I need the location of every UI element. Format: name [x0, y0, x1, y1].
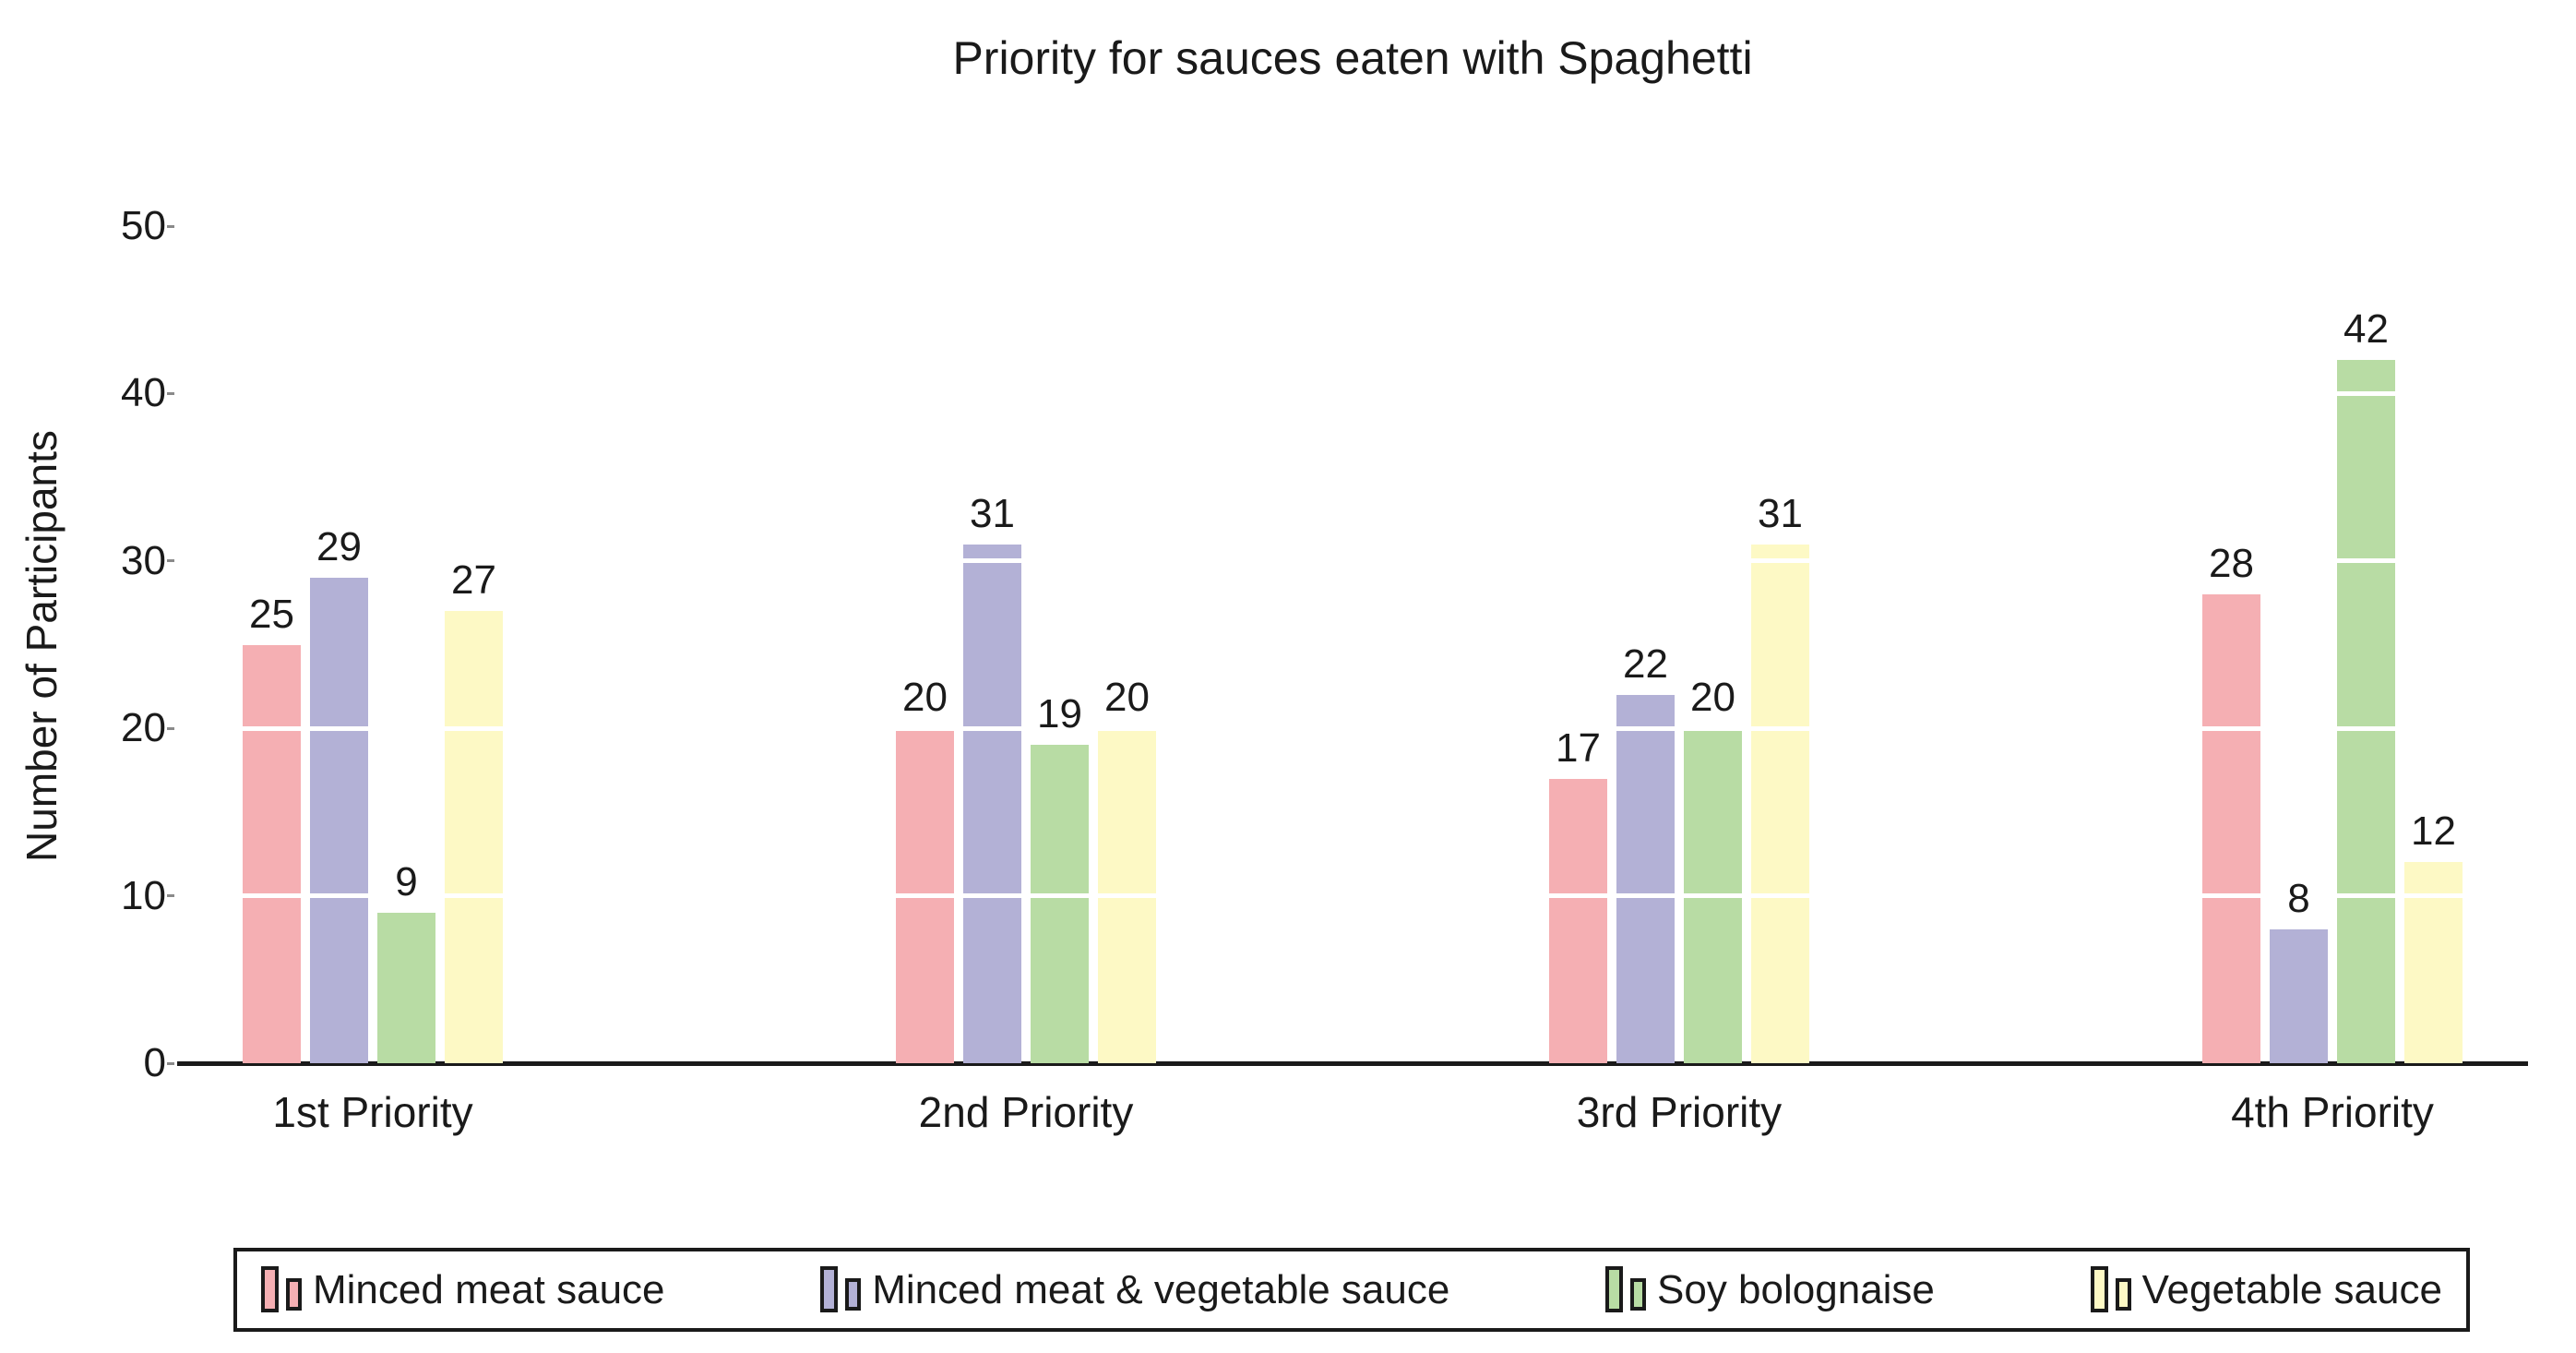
x-tick-label: 3rd Priority: [1576, 1088, 1783, 1136]
y-tick-mark: [167, 559, 174, 563]
y-tick-label: 30: [121, 537, 166, 583]
gridline: [177, 725, 2528, 731]
bar: [445, 611, 503, 1063]
x-axis-line: [177, 1061, 2528, 1066]
y-tick-label: 50: [121, 203, 166, 248]
bar-value-label: 12: [2411, 808, 2456, 855]
bar: [1031, 745, 1089, 1063]
gridline: [177, 390, 2528, 396]
legend-label: Soy bolognaise: [1657, 1266, 1935, 1312]
x-tick-label: 4th Priority: [2231, 1088, 2434, 1136]
legend-item: Soy bolognaise: [1605, 1265, 1935, 1314]
y-tick-mark: [167, 726, 174, 730]
chart-legend: Minced meat sauce Minced meat & vegetable…: [233, 1248, 2470, 1332]
y-tick-label: 10: [121, 872, 166, 918]
x-tick-label: 1st Priority: [272, 1088, 473, 1136]
legend-label: Vegetable sauce: [2141, 1266, 2442, 1312]
bar: [1549, 778, 1607, 1063]
y-tick-label: 40: [121, 370, 166, 416]
bar-value-label: 19: [1037, 691, 1082, 737]
bar-value-label: 42: [2343, 306, 2389, 353]
bar-value-label: 25: [249, 591, 294, 637]
bar: [377, 912, 435, 1063]
legend-bars-icon: [2090, 1265, 2131, 1312]
legend-item: Vegetable sauce: [2090, 1265, 2442, 1314]
bar: [310, 577, 368, 1063]
bar-value-label: 20: [1690, 675, 1735, 721]
bar-value-label: 20: [1104, 675, 1150, 721]
y-tick-mark: [167, 224, 174, 228]
bar: [1616, 694, 1675, 1063]
legend-item: Minced meat sauce: [261, 1265, 665, 1314]
y-tick-mark: [167, 1061, 174, 1065]
gridline: [177, 893, 2528, 899]
bar: [243, 644, 301, 1063]
bar-value-label: 8: [2287, 875, 2310, 921]
legend-bars-icon: [820, 1265, 862, 1312]
legend-bars-icon: [1605, 1265, 1647, 1312]
x-tick-label: 2nd Priority: [918, 1088, 1134, 1136]
legend-label: Minced meat & vegetable sauce: [872, 1266, 1450, 1312]
bar: [963, 544, 1021, 1063]
bar-value-label: 17: [1556, 724, 1601, 771]
y-tick-label: 0: [143, 1040, 166, 1085]
bar-value-label: 9: [395, 858, 418, 904]
gridline: [177, 223, 2528, 229]
bar: [2404, 862, 2463, 1063]
bar-value-label: 20: [902, 675, 948, 721]
bar: [2202, 594, 2260, 1063]
chart-title: Priority for sauces eaten with Spaghetti: [952, 32, 1753, 84]
bar-value-label: 29: [316, 523, 362, 569]
y-tick-mark: [167, 391, 174, 395]
bar-value-label: 28: [2209, 541, 2254, 587]
legend-bars-icon: [261, 1265, 302, 1312]
bar-value-label: 31: [970, 490, 1015, 536]
y-tick-mark: [167, 894, 174, 898]
legend-item: Minced meat & vegetable sauce: [820, 1265, 1450, 1314]
legend-label: Minced meat sauce: [313, 1266, 665, 1312]
y-tick-label: 20: [121, 705, 166, 751]
gridline: [177, 558, 2528, 564]
y-axis-title: Number of Participants: [18, 430, 66, 862]
bar: [2270, 928, 2328, 1063]
bar-value-label: 27: [451, 557, 496, 604]
bar: [2337, 360, 2395, 1063]
bar: [1751, 544, 1809, 1063]
bar-value-label: 31: [1758, 490, 1803, 536]
bar-value-label: 22: [1623, 641, 1668, 687]
